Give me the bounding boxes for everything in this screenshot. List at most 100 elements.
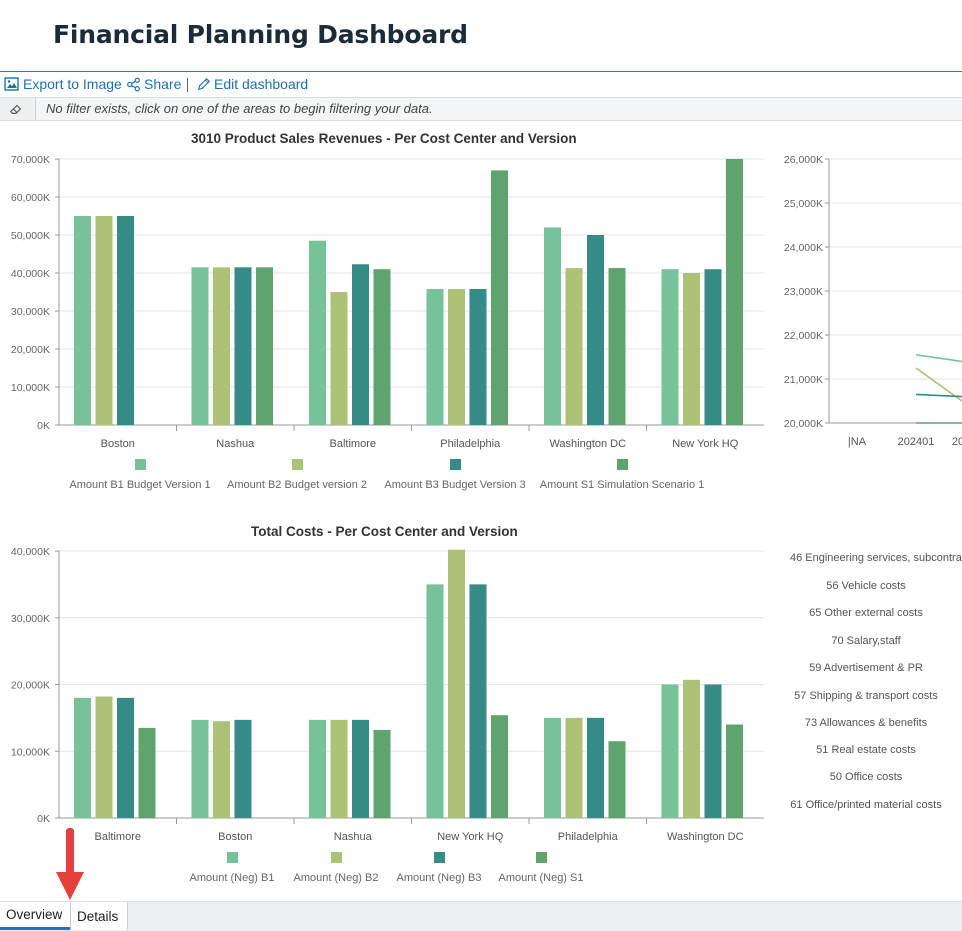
x-tick-label: Nashua (334, 831, 373, 843)
bar (704, 684, 722, 818)
bar (683, 679, 700, 818)
export-image-icon (4, 77, 19, 91)
cost-item[interactable]: 56 Vehicle costs (826, 580, 906, 592)
bar (661, 269, 679, 425)
red-arrow-annotation (56, 828, 84, 900)
legend-label: Amount (Neg) B3 (397, 872, 482, 884)
bar (74, 697, 91, 818)
bar (352, 264, 369, 425)
cost-item[interactable]: 59 Advertisement & PR (809, 662, 923, 674)
bar (565, 268, 583, 425)
legend-swatch (434, 852, 445, 863)
bar (330, 292, 348, 425)
legend-label: Amount B2 Budget version 2 (227, 479, 367, 491)
bar (726, 159, 743, 425)
legend-swatch (617, 459, 628, 470)
bar (138, 727, 156, 818)
legend-swatch (135, 459, 146, 470)
y-tick-label: 24,000K (784, 242, 823, 254)
bar (309, 240, 326, 425)
bar (234, 267, 252, 425)
bar (469, 584, 487, 818)
bar (683, 273, 700, 425)
y-tick-label: 25,000K (784, 198, 823, 210)
bar (608, 741, 626, 818)
legend-label: Amount S1 Simulation Scenario 1 (540, 479, 704, 491)
bar (213, 267, 230, 425)
series-line (915, 393, 962, 398)
y-tick-label: 60,000K (11, 192, 50, 204)
y-tick-label: 50,000K (11, 230, 50, 242)
y-tick-label: 20,000K (11, 344, 50, 356)
x-tick-label: Washington DC (667, 831, 744, 843)
y-tick-label: 21,000K (784, 374, 823, 386)
x-tick-label: New York HQ (672, 438, 738, 450)
cost-item[interactable]: 50 Office costs (829, 771, 903, 783)
bar (491, 170, 508, 425)
cost-item[interactable]: 73 Allowances & benefits (804, 717, 928, 729)
x-tick-label: 202401 (898, 436, 935, 448)
bar (565, 717, 583, 818)
bar (448, 549, 465, 818)
share-button[interactable]: Share (126, 76, 181, 92)
x-tick-label: Baltimore (95, 831, 141, 843)
sheet-tabs: Overview Details (0, 901, 962, 931)
legend-swatch (292, 459, 303, 470)
bar (726, 724, 743, 818)
x-tick-label: Philadelphia (558, 831, 619, 843)
bar (587, 717, 604, 818)
y-tick-label: 30,000K (11, 306, 50, 318)
legend-swatch (331, 852, 342, 863)
y-tick-label: 26,000K (784, 154, 823, 166)
bar (352, 719, 369, 818)
y-tick-label: 10,000K (11, 382, 50, 394)
filter-message-box: No filter exists, click on one of the ar… (35, 98, 962, 120)
edit-dashboard-button[interactable]: Edit dashboard (197, 76, 308, 92)
bar (117, 697, 134, 818)
x-tick-label: Baltimore (330, 438, 376, 450)
cost-item[interactable]: 70 Salary,staff (831, 635, 901, 647)
cost-item[interactable]: 46 Engineering services, subcontracts (790, 552, 962, 564)
tab-overview[interactable]: Overview (0, 902, 70, 930)
total-costs-chart[interactable]: 0K 10,000K 20,000K 30,000K 40,000K Baltimore B… (0, 540, 770, 890)
tab-details[interactable]: Details (70, 902, 128, 930)
cost-item[interactable]: 65 Other external costs (809, 607, 923, 619)
line-chart-partial[interactable]: 20,000K 21,000K 22,000K 23,000K 24,000K 25,00… (770, 150, 962, 460)
x-tick-label: Philadelphia (440, 438, 501, 450)
x-tick-label: Boston (101, 438, 135, 450)
y-tick-label: 0K (37, 420, 50, 432)
filter-bar: No filter exists, click on one of the ar… (0, 97, 962, 121)
sales-revenue-chart[interactable]: 0K 10,000K 20,000K 30,000K 40,000K 50,000K 60,… (0, 150, 770, 500)
bar (95, 696, 113, 818)
y-tick-label: 30,000K (11, 613, 50, 625)
bar (373, 269, 391, 425)
series-line (915, 354, 962, 363)
x-tick-label: |NA (848, 436, 867, 448)
eraser-icon[interactable] (9, 102, 23, 116)
bar (544, 717, 561, 818)
x-tick-label: Nashua (216, 438, 255, 450)
y-tick-label: 20,000K (11, 680, 50, 692)
export-label: Export to Image (23, 76, 122, 92)
dashboard-toolbar: Export to Image Share Edit dashboard (0, 71, 962, 98)
bar (661, 684, 679, 818)
y-tick-label: 23,000K (784, 286, 823, 298)
toolbar-divider (187, 78, 188, 92)
bar (213, 721, 230, 818)
cost-item[interactable]: 51 Real estate costs (816, 744, 916, 756)
x-tick-label: Boston (218, 831, 252, 843)
y-tick-label: 22,000K (784, 330, 823, 342)
y-tick-label: 20,000K (784, 418, 823, 430)
bar (117, 216, 134, 425)
cost-item[interactable]: 57 Shipping & transport costs (794, 690, 938, 702)
bar (74, 216, 91, 425)
bar (491, 715, 508, 818)
cost-item[interactable]: 61 Office/printed material costs (790, 799, 942, 811)
bar (330, 719, 348, 818)
legend-swatch (450, 459, 461, 470)
export-to-image-button[interactable]: Export to Image (4, 76, 122, 92)
bar (704, 269, 722, 425)
y-tick-label: 10,000K (11, 746, 50, 758)
bar (448, 288, 465, 425)
share-label: Share (144, 76, 182, 92)
